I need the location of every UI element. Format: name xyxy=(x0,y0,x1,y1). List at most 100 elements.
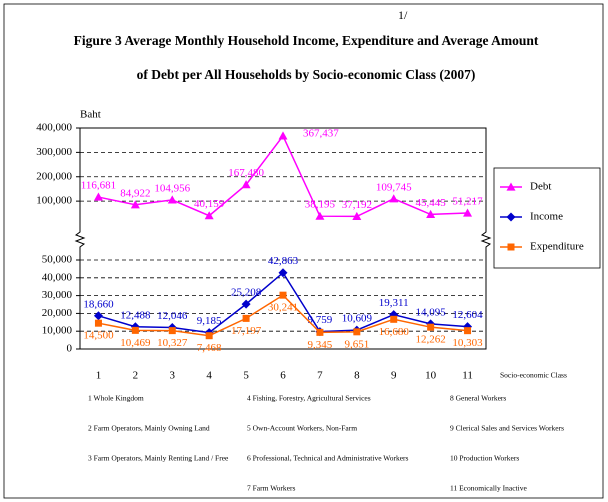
data-label: 12,604 xyxy=(452,309,483,321)
point xyxy=(506,182,516,191)
data-label: 14,095 xyxy=(416,306,447,318)
class-note: 10 Production Workers xyxy=(450,454,519,463)
point xyxy=(427,323,435,331)
y-tick-label: 10,000 xyxy=(42,325,73,337)
y-tick-label: 400,000 xyxy=(36,122,72,134)
data-label: 18,660 xyxy=(83,298,114,310)
data-label: 51,217 xyxy=(452,196,483,208)
point xyxy=(353,328,361,336)
axis-break xyxy=(74,228,492,251)
y-tick-label: 100,000 xyxy=(36,195,72,207)
class-note: 4 Fishing, Forestry, Agricultural Servic… xyxy=(247,394,371,403)
y-tick-label: 20,000 xyxy=(42,307,73,319)
class-note: 11 Economically Inactive xyxy=(450,484,527,493)
data-label: 14,500 xyxy=(83,330,114,342)
class-note: 9 Clerical Sales and Services Workers xyxy=(450,424,564,433)
point xyxy=(168,327,176,335)
point xyxy=(242,314,250,322)
data-label: 109,745 xyxy=(376,181,412,193)
data-label: 12,488 xyxy=(120,309,151,321)
data-label: 38,195 xyxy=(305,199,336,211)
x-tick-label: 6 xyxy=(280,370,286,382)
class-note: 8 General Workers xyxy=(450,394,506,403)
footnote-mark: 1/ xyxy=(398,8,408,22)
x-tick-label: 4 xyxy=(206,370,212,382)
y-tick-label: 300,000 xyxy=(36,146,72,158)
point xyxy=(352,211,362,221)
x-tick-label: 2 xyxy=(133,370,139,382)
data-label: 116,681 xyxy=(81,180,116,192)
axis-break-gap xyxy=(76,230,490,248)
point xyxy=(463,208,473,217)
point xyxy=(167,195,177,204)
class-note: 6 Professional, Technical and Administra… xyxy=(247,454,409,463)
data-label: 104,956 xyxy=(154,182,190,194)
y-tick-label: 0 xyxy=(67,343,73,355)
data-label: 30,241 xyxy=(268,302,298,314)
x-tick-label: 9 xyxy=(391,370,397,382)
point xyxy=(94,319,102,327)
point xyxy=(315,211,325,220)
x-tick-label: 7 xyxy=(317,370,323,382)
data-label: 45,445 xyxy=(416,197,447,209)
class-note: 1 Whole Kingdom xyxy=(88,394,144,403)
chart-border xyxy=(3,3,604,499)
chart-title: Figure 3 Average Monthly Household Incom… xyxy=(74,33,539,48)
data-label: 42,863 xyxy=(268,255,299,267)
point xyxy=(464,327,472,335)
data-label: 12,046 xyxy=(157,310,188,322)
point xyxy=(131,326,139,334)
data-label: 12,262 xyxy=(416,334,446,346)
point xyxy=(390,315,398,323)
data-label: 17,197 xyxy=(231,325,262,337)
y-tick-label: 40,000 xyxy=(42,271,73,283)
data-label: 19,311 xyxy=(379,297,409,309)
class-note: 7 Farm Workers xyxy=(247,484,295,493)
data-label: 10,327 xyxy=(157,337,188,349)
data-label: 84,922 xyxy=(120,187,150,199)
data-label: 10,609 xyxy=(342,313,373,325)
point xyxy=(278,268,288,278)
y-axis-label: Baht xyxy=(80,109,101,121)
x-tick-label: 10 xyxy=(425,370,437,382)
legend-label: Expenditure xyxy=(530,241,584,253)
x-tick-label: 8 xyxy=(354,370,360,382)
data-label: 9,759 xyxy=(308,314,333,326)
point xyxy=(241,180,251,189)
y-tick-label: 200,000 xyxy=(36,170,72,182)
data-label: 10,303 xyxy=(452,337,483,349)
y-tick-label: 50,000 xyxy=(42,254,73,266)
point xyxy=(506,212,516,222)
point xyxy=(278,131,288,140)
x-tick-label: 3 xyxy=(170,370,176,382)
data-label: 7,468 xyxy=(197,342,222,354)
x-tick-label: 11 xyxy=(462,370,473,382)
x-axis-label: Socio-economic Class xyxy=(500,371,567,380)
data-label: 16,680 xyxy=(379,326,410,338)
class-note: 3 Farm Operators, Mainly Renting Land / … xyxy=(88,454,229,463)
data-label: 40,159 xyxy=(194,198,225,210)
point xyxy=(426,209,436,219)
y-tick-label: 30,000 xyxy=(42,289,73,301)
point xyxy=(130,200,140,209)
point xyxy=(241,299,251,309)
data-label: 37,192 xyxy=(342,199,372,211)
point xyxy=(316,328,324,336)
data-label: 9,651 xyxy=(344,338,369,350)
point xyxy=(279,291,287,299)
legend-label: Debt xyxy=(530,181,551,193)
legend-label: Income xyxy=(530,211,563,223)
point xyxy=(93,192,103,201)
point xyxy=(205,332,213,340)
data-label: 367,437 xyxy=(303,127,339,139)
series-line xyxy=(98,134,468,218)
chart-title: of Debt per All Households by Socio-econ… xyxy=(137,67,476,82)
class-note: 5 Own-Account Workers, Non-Farm xyxy=(247,424,357,433)
point xyxy=(93,311,103,321)
data-label: 25,208 xyxy=(231,287,262,299)
x-tick-label: 1 xyxy=(96,370,102,382)
point xyxy=(507,243,515,251)
point xyxy=(204,211,214,220)
x-tick-label: 5 xyxy=(243,370,249,382)
